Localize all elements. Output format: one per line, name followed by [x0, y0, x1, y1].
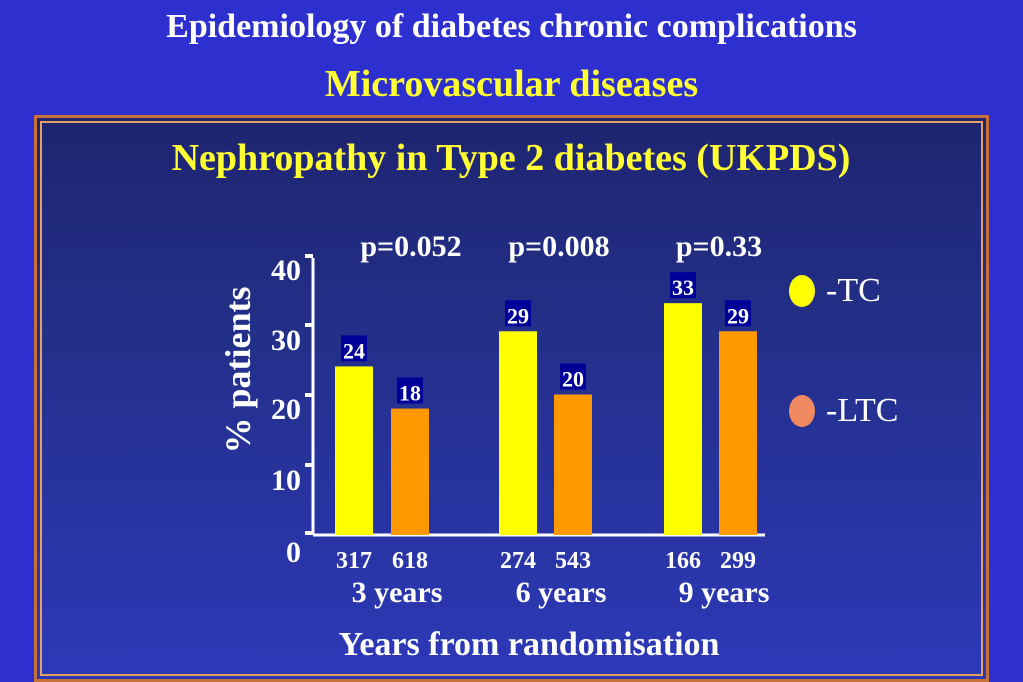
y-axis-title: % patients [218, 286, 258, 453]
legend-tc-marker [789, 275, 815, 307]
value-label-box-tc-3 [670, 272, 696, 299]
value-label-tc-2: 29 [507, 303, 529, 328]
value-label-box-tc-1 [341, 335, 367, 362]
y-tick-label-40: 40 [271, 254, 301, 287]
slide-title: Epidemiology of diabetes chronic complic… [166, 8, 857, 45]
category-label-2: 6 years [516, 576, 607, 609]
bar-tc-2 [499, 331, 537, 535]
bar-ltc-3 [719, 331, 757, 535]
legend-ltc-label: -LTC [826, 392, 898, 429]
value-label-ltc-2: 20 [562, 367, 584, 392]
p-value-1: p=0.052 [360, 230, 461, 263]
n-count-ltc-3: 299 [720, 548, 756, 574]
legend-tc-label: -TC [826, 272, 881, 309]
slide-subtitle: Microvascular diseases [324, 63, 699, 105]
bar-tc-1 [335, 366, 373, 535]
y-tick-label-10: 10 [271, 464, 301, 497]
bar-ltc-1 [391, 408, 429, 535]
value-label-ltc-1: 18 [399, 381, 421, 406]
p-value-2: p=0.008 [508, 230, 609, 263]
value-label-box-tc-2 [505, 300, 531, 327]
category-label-1: 3 years [352, 576, 443, 609]
value-label-box-ltc-1 [397, 377, 423, 404]
y-tick-label-30: 30 [271, 324, 301, 357]
p-value-3: p=0.33 [676, 230, 762, 263]
y-tick-label-20: 20 [271, 393, 301, 426]
category-label-3: 9 years [679, 576, 770, 609]
legend-ltc-marker [789, 395, 815, 427]
bar-tc-3 [664, 303, 702, 535]
value-label-tc-3: 33 [672, 275, 694, 300]
bar-ltc-2 [554, 394, 592, 535]
n-count-tc-2: 274 [500, 548, 536, 574]
value-label-box-ltc-2 [560, 363, 586, 390]
value-label-tc-1: 24 [343, 338, 365, 363]
value-label-ltc-3: 29 [727, 303, 749, 328]
n-count-tc-1: 317 [336, 548, 372, 574]
x-axis-title: Years from randomisation [339, 626, 720, 663]
n-count-ltc-2: 543 [555, 548, 591, 574]
chart-title: Nephropathy in Type 2 diabetes (UKPDS) [172, 137, 851, 179]
value-label-box-ltc-3 [725, 300, 751, 327]
y-tick-label-0: 0 [286, 536, 301, 569]
chart-panel [34, 115, 989, 682]
n-count-tc-3: 166 [665, 548, 701, 574]
n-count-ltc-1: 618 [392, 548, 428, 574]
